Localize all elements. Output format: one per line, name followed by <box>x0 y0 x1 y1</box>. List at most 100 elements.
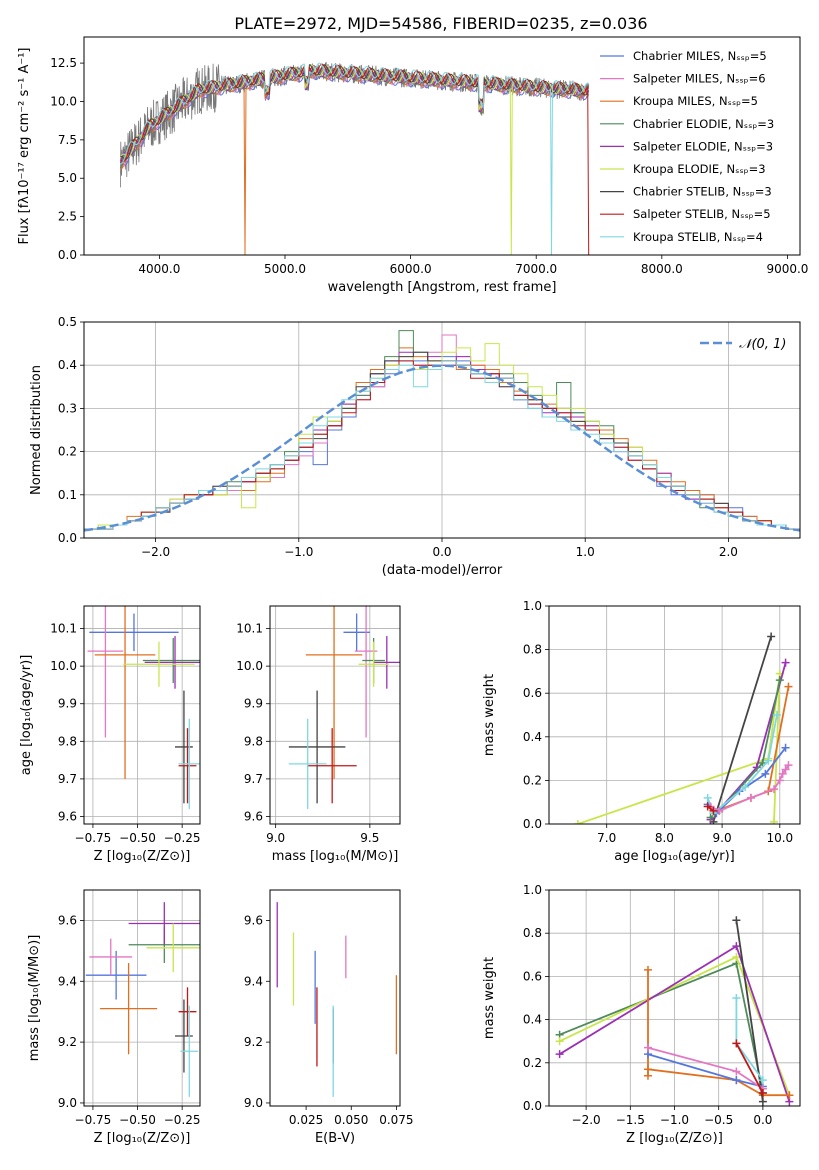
weight-point-marker <box>758 1076 767 1085</box>
y-tick-label: 10.0 <box>50 94 77 108</box>
y-tick-label: 7.5 <box>58 133 77 147</box>
x-tick-label: 9.0 <box>266 831 285 845</box>
y-tick-label: 9.6 <box>244 809 263 823</box>
y-tick-label: 0.4 <box>58 358 77 372</box>
age-vs-z-panel: −0.75 −0.50 −0.25 9.6 9.7 9.8 9.9 10.0 10.1 Z [lo… <box>19 605 201 864</box>
axes-frame <box>269 605 401 825</box>
x-tick-label: 0.025 <box>289 1113 323 1127</box>
x-axis-label: mass [log₁₀(M/M⊙)] <box>272 849 399 864</box>
weight-point-marker <box>758 1097 767 1106</box>
y-tick-label: 5.0 <box>58 171 77 185</box>
y-tick-label: 2.5 <box>58 210 77 224</box>
x-tick-label: 1.0 <box>576 545 595 559</box>
age-vs-mass-panel: 9.0 9.5 9.6 9.7 9.8 9.9 10.0 10.1 mass [log₁₀(M/… <box>236 605 401 864</box>
x-tick-label: −0.25 <box>164 1113 201 1127</box>
axes-frame <box>548 889 801 1107</box>
axes-frame <box>83 36 801 256</box>
y-tick-label: 9.4 <box>58 974 77 988</box>
y-tick-label: 0.8 <box>523 643 542 657</box>
weight-series-line <box>712 636 772 823</box>
weight-point-marker <box>732 1067 741 1076</box>
y-tick-label: 0.0 <box>523 1099 542 1113</box>
x-tick-label: −0.75 <box>75 1113 112 1127</box>
y-tick-label: 1.0 <box>523 599 542 613</box>
legend-label: Chabrier MILES, Nₛₛₚ=5 <box>633 49 767 63</box>
weight-point-marker <box>732 942 741 951</box>
weight-point-marker <box>706 813 715 822</box>
y-axis-label: mass [log₁₀(M/M⊙)] <box>27 935 42 1062</box>
x-tick-label: 8.0 <box>655 831 674 845</box>
weight-point-marker <box>764 756 773 765</box>
x-axis-label: Z [log₁₀(Z/Z⊙)] <box>626 1131 723 1146</box>
y-tick-label: 9.6 <box>58 913 77 927</box>
errorbars <box>87 606 200 809</box>
y-tick-label: 9.2 <box>244 1035 263 1049</box>
weight-series-line <box>559 962 764 1094</box>
weight-point-marker <box>732 1076 741 1085</box>
model-spectrum-line <box>120 62 589 255</box>
x-tick-label: 6000.0 <box>390 262 432 276</box>
y-tick-label: 9.6 <box>58 809 77 823</box>
x-tick-label: 9000.0 <box>766 262 808 276</box>
weight-point-marker <box>775 776 784 785</box>
weight-point-marker <box>781 743 790 752</box>
weight-point-marker <box>709 806 718 815</box>
weight-point-marker <box>758 1089 767 1098</box>
x-axis-label: (data-model)/error <box>382 563 503 578</box>
weight-point-marker <box>761 769 770 778</box>
mass-vs-z-panel: −0.75 −0.50 −0.25 9.0 9.2 9.4 9.6 Z [log₁₀(Z/Z⊙… <box>27 889 201 1146</box>
y-tick-label: 0.6 <box>523 969 542 983</box>
weight-vs-age-panel: 7.0 8.0 9.0 10.0 0.0 0.2 0.4 0.6 0.8 1.0 age [log₁… <box>482 599 801 864</box>
mass-vs-ebv-panel: 0.025 0.050 0.075 9.0 9.2 9.4 9.6 E(B-V) <box>244 889 414 1146</box>
x-tick-label: −1.0 <box>284 545 313 559</box>
weight-point-marker <box>770 817 779 824</box>
weight-point-marker <box>741 782 750 791</box>
x-tick-label: 0.075 <box>379 1113 413 1127</box>
weight-point-marker <box>772 711 781 719</box>
weight-point-marker <box>758 758 767 767</box>
y-tick-label: 0.2 <box>523 773 542 787</box>
weight-series-line <box>735 920 764 1102</box>
axes-frame <box>548 605 801 825</box>
x-tick-label: 8000.0 <box>641 262 683 276</box>
weight-point-marker <box>573 820 582 824</box>
figure-title: PLATE=2972, MJD=54586, FIBERID=0235, z=0… <box>234 14 647 33</box>
x-tick-label: 0.0 <box>432 545 451 559</box>
axes-frame <box>83 321 801 539</box>
y-tick-label: 0.8 <box>523 926 542 940</box>
x-tick-label: −1.5 <box>616 1113 645 1127</box>
spectrum-lines <box>119 62 590 255</box>
x-tick-label: −1.0 <box>660 1113 689 1127</box>
weight-point-marker <box>732 994 741 1002</box>
axes-frame <box>83 889 201 1107</box>
axes-frame <box>83 605 201 825</box>
weight-point-marker <box>778 769 787 778</box>
weight-point-marker <box>784 761 793 770</box>
y-tick-label: 9.8 <box>244 734 263 748</box>
x-axis-label: E(B-V) <box>315 1131 355 1146</box>
x-tick-label: 5000.0 <box>264 262 306 276</box>
y-tick-label: 0.1 <box>58 488 77 502</box>
x-axis-label: age [log₁₀(age/yr)] <box>614 849 735 864</box>
weight-point-marker <box>770 785 779 794</box>
y-tick-label: 1.0 <box>523 883 542 897</box>
y-tick-label: 0.0 <box>523 817 542 831</box>
y-tick-label: 9.8 <box>58 734 77 748</box>
x-tick-label: 7.0 <box>597 831 616 845</box>
y-tick-label: 0.4 <box>523 730 542 744</box>
y-axis-label: age [log₁₀(age/yr)] <box>19 655 34 776</box>
weight-point-marker <box>643 965 652 974</box>
x-tick-label: −2.0 <box>572 1113 601 1127</box>
weight-point-marker <box>732 952 741 961</box>
y-tick-label: 10.1 <box>50 622 77 636</box>
weight-point-marker <box>784 682 793 691</box>
axes-frame <box>269 889 401 1107</box>
x-tick-label: 2.0 <box>719 545 738 559</box>
y-tick-label: 0.2 <box>523 1056 542 1070</box>
x-tick-label: −0.75 <box>75 831 112 845</box>
weight-point-marker <box>732 916 741 925</box>
y-tick-label: 10.1 <box>236 622 263 636</box>
model-spectrum-line <box>120 64 590 160</box>
x-tick-label: −0.25 <box>164 831 201 845</box>
